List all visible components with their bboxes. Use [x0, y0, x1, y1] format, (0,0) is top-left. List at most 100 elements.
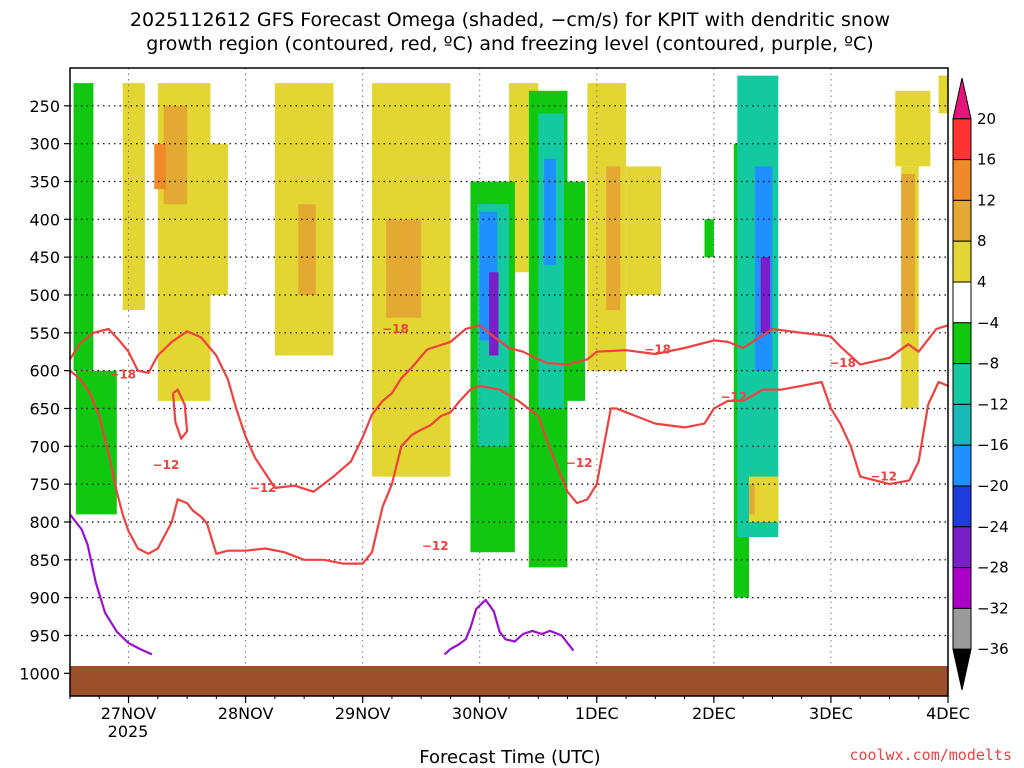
colorbar-swatch-4 [952, 240, 972, 283]
credit-text: coolwx.com/modelts [849, 746, 1012, 764]
omega-shade-11 [938, 75, 948, 114]
colorbar-label-5: −4 [977, 314, 999, 332]
y-tick-label-0: 250 [29, 97, 60, 116]
omega-shade-0 [122, 83, 145, 311]
contour-dgz_top_a [70, 324, 480, 493]
omega-shade-28 [544, 158, 556, 265]
omega-shading [73, 75, 948, 598]
x-axis-title: Forecast Time (UTC) [419, 747, 600, 768]
y-tick-label-14: 950 [29, 626, 60, 645]
y-tick-label-10: 750 [29, 475, 60, 494]
chart-title: 2025112612 GFS Forecast Omega (shaded, −… [130, 9, 890, 55]
colorbar-swatch-3 [952, 199, 972, 242]
x-tick-label-6: 3DEC [809, 704, 853, 723]
y-tick-label-9: 700 [29, 437, 60, 456]
colorbar-label-10: −24 [977, 518, 1009, 536]
contour-dgz_small [171, 388, 189, 440]
omega-shade-34 [749, 484, 755, 515]
colorbar-swatch-1 [952, 118, 972, 161]
omega-shade-32 [760, 257, 771, 333]
contour-label-4: −12 [422, 539, 449, 553]
y-tick-label-5: 500 [29, 286, 60, 305]
y-tick-label-3: 400 [29, 210, 60, 229]
omega-shade-19 [75, 370, 117, 515]
omega-shade-15 [606, 166, 621, 311]
colorbar-label-3: 8 [977, 232, 987, 250]
contour-label-5: −12 [566, 456, 593, 470]
colorbar-swatch-11 [952, 526, 972, 569]
contour-dgz_bot_a [70, 369, 481, 565]
y-tick-label-15: 1000 [19, 664, 60, 683]
colorbar-label-13: −36 [977, 640, 1009, 658]
colorbar-swatch-10 [952, 485, 972, 528]
y-tick-label-1: 300 [29, 135, 60, 154]
y-tick-label-2: 350 [29, 172, 60, 191]
colorbar-bottom-triangle [952, 648, 972, 691]
contour-label-3: −18 [382, 322, 409, 336]
x-tick-label-1: 28NOV [218, 704, 274, 723]
colorbar-label-11: −28 [977, 559, 1009, 577]
colorbar-label-12: −32 [977, 599, 1009, 617]
colorbar-swatch-12 [952, 567, 972, 609]
colorbar-label-1: 16 [977, 151, 996, 169]
omega-shade-33 [749, 476, 779, 522]
omega-shade-8 [626, 166, 662, 295]
colorbar-swatch-5 [952, 281, 972, 324]
x-tick-label-7: 4DEC [926, 704, 970, 723]
y-tick-label-7: 600 [29, 362, 60, 381]
omega-shade-9 [895, 90, 931, 167]
colorbar-swatch-8 [952, 403, 972, 446]
y-tick-label-13: 900 [29, 589, 60, 608]
omega-shade-18 [73, 83, 94, 371]
x-year-label: 2025 [108, 722, 149, 741]
x-tick-label-5: 2DEC [692, 704, 736, 723]
title-line-1: 2025112612 GFS Forecast Omega (shaded, −… [130, 9, 890, 31]
omega-shade-14 [298, 204, 316, 295]
colorbar-label-2: 12 [977, 191, 996, 209]
grid [70, 68, 948, 696]
contour-dgz_bot_b [479, 380, 948, 505]
colorbar-label-9: −20 [977, 477, 1009, 495]
y-tick-label-12: 850 [29, 551, 60, 570]
colorbar-swatch-2 [952, 159, 972, 201]
title-line-2: growth region (contoured, red, ºC) and f… [146, 33, 873, 55]
omega-shade-31 [489, 272, 499, 356]
contour-frz_mid [443, 598, 575, 656]
colorbar: 20 16 12 8 4 −4 −8 −12 −16 −20 −24 −28 −32 −36 [952, 77, 1009, 691]
colorbar-top-triangle [952, 77, 972, 120]
colorbar-label-4: 4 [977, 273, 987, 291]
contour-label-1: −12 [153, 458, 180, 472]
colorbar-swatch-9 [952, 444, 972, 487]
colorbar-label-8: −16 [977, 436, 1009, 454]
omega-shade-12 [163, 105, 188, 205]
omega-shade-5 [432, 181, 447, 341]
contour-frz_left [70, 513, 153, 656]
contour-dgz_top_b [479, 324, 948, 366]
x-tick-label-3: 30NOV [452, 704, 508, 723]
y-tick-label-11: 800 [29, 513, 60, 532]
colorbar-label-7: −12 [977, 395, 1009, 413]
y-tick-label-4: 450 [29, 248, 60, 267]
colorbar-swatch-6 [952, 322, 972, 365]
x-tick-label-4: 1DEC [575, 704, 619, 723]
ground-band [70, 666, 948, 696]
colorbar-label-0: 20 [977, 110, 996, 128]
colorbar-swatch-13 [952, 607, 972, 650]
y-tick-label-6: 550 [29, 324, 60, 343]
colorbar-swatch-7 [952, 363, 972, 405]
x-tick-label-0: 27NOV [101, 704, 157, 723]
y-tick-label-8: 650 [29, 399, 60, 418]
contour-label-0: −18 [109, 367, 136, 381]
contour-label-2: −12 [250, 481, 277, 495]
contours: −18 −12 −12 −18 −12 −12 −18 −12 −18 −12 [70, 322, 948, 656]
omega-shade-17 [154, 143, 166, 190]
omega-shade-16 [901, 173, 916, 333]
contour-label-6: −18 [644, 342, 671, 356]
x-tick-label-2: 29NOV [335, 704, 391, 723]
y-axis: 250 300 350 400 450 500 550 600 650 700 750 800 850 9… [19, 97, 70, 683]
contour-label-8: −18 [829, 356, 856, 370]
contour-label-7: −12 [720, 390, 747, 404]
colorbar-label-6: −8 [977, 355, 999, 373]
omega-shade-22 [567, 181, 586, 401]
